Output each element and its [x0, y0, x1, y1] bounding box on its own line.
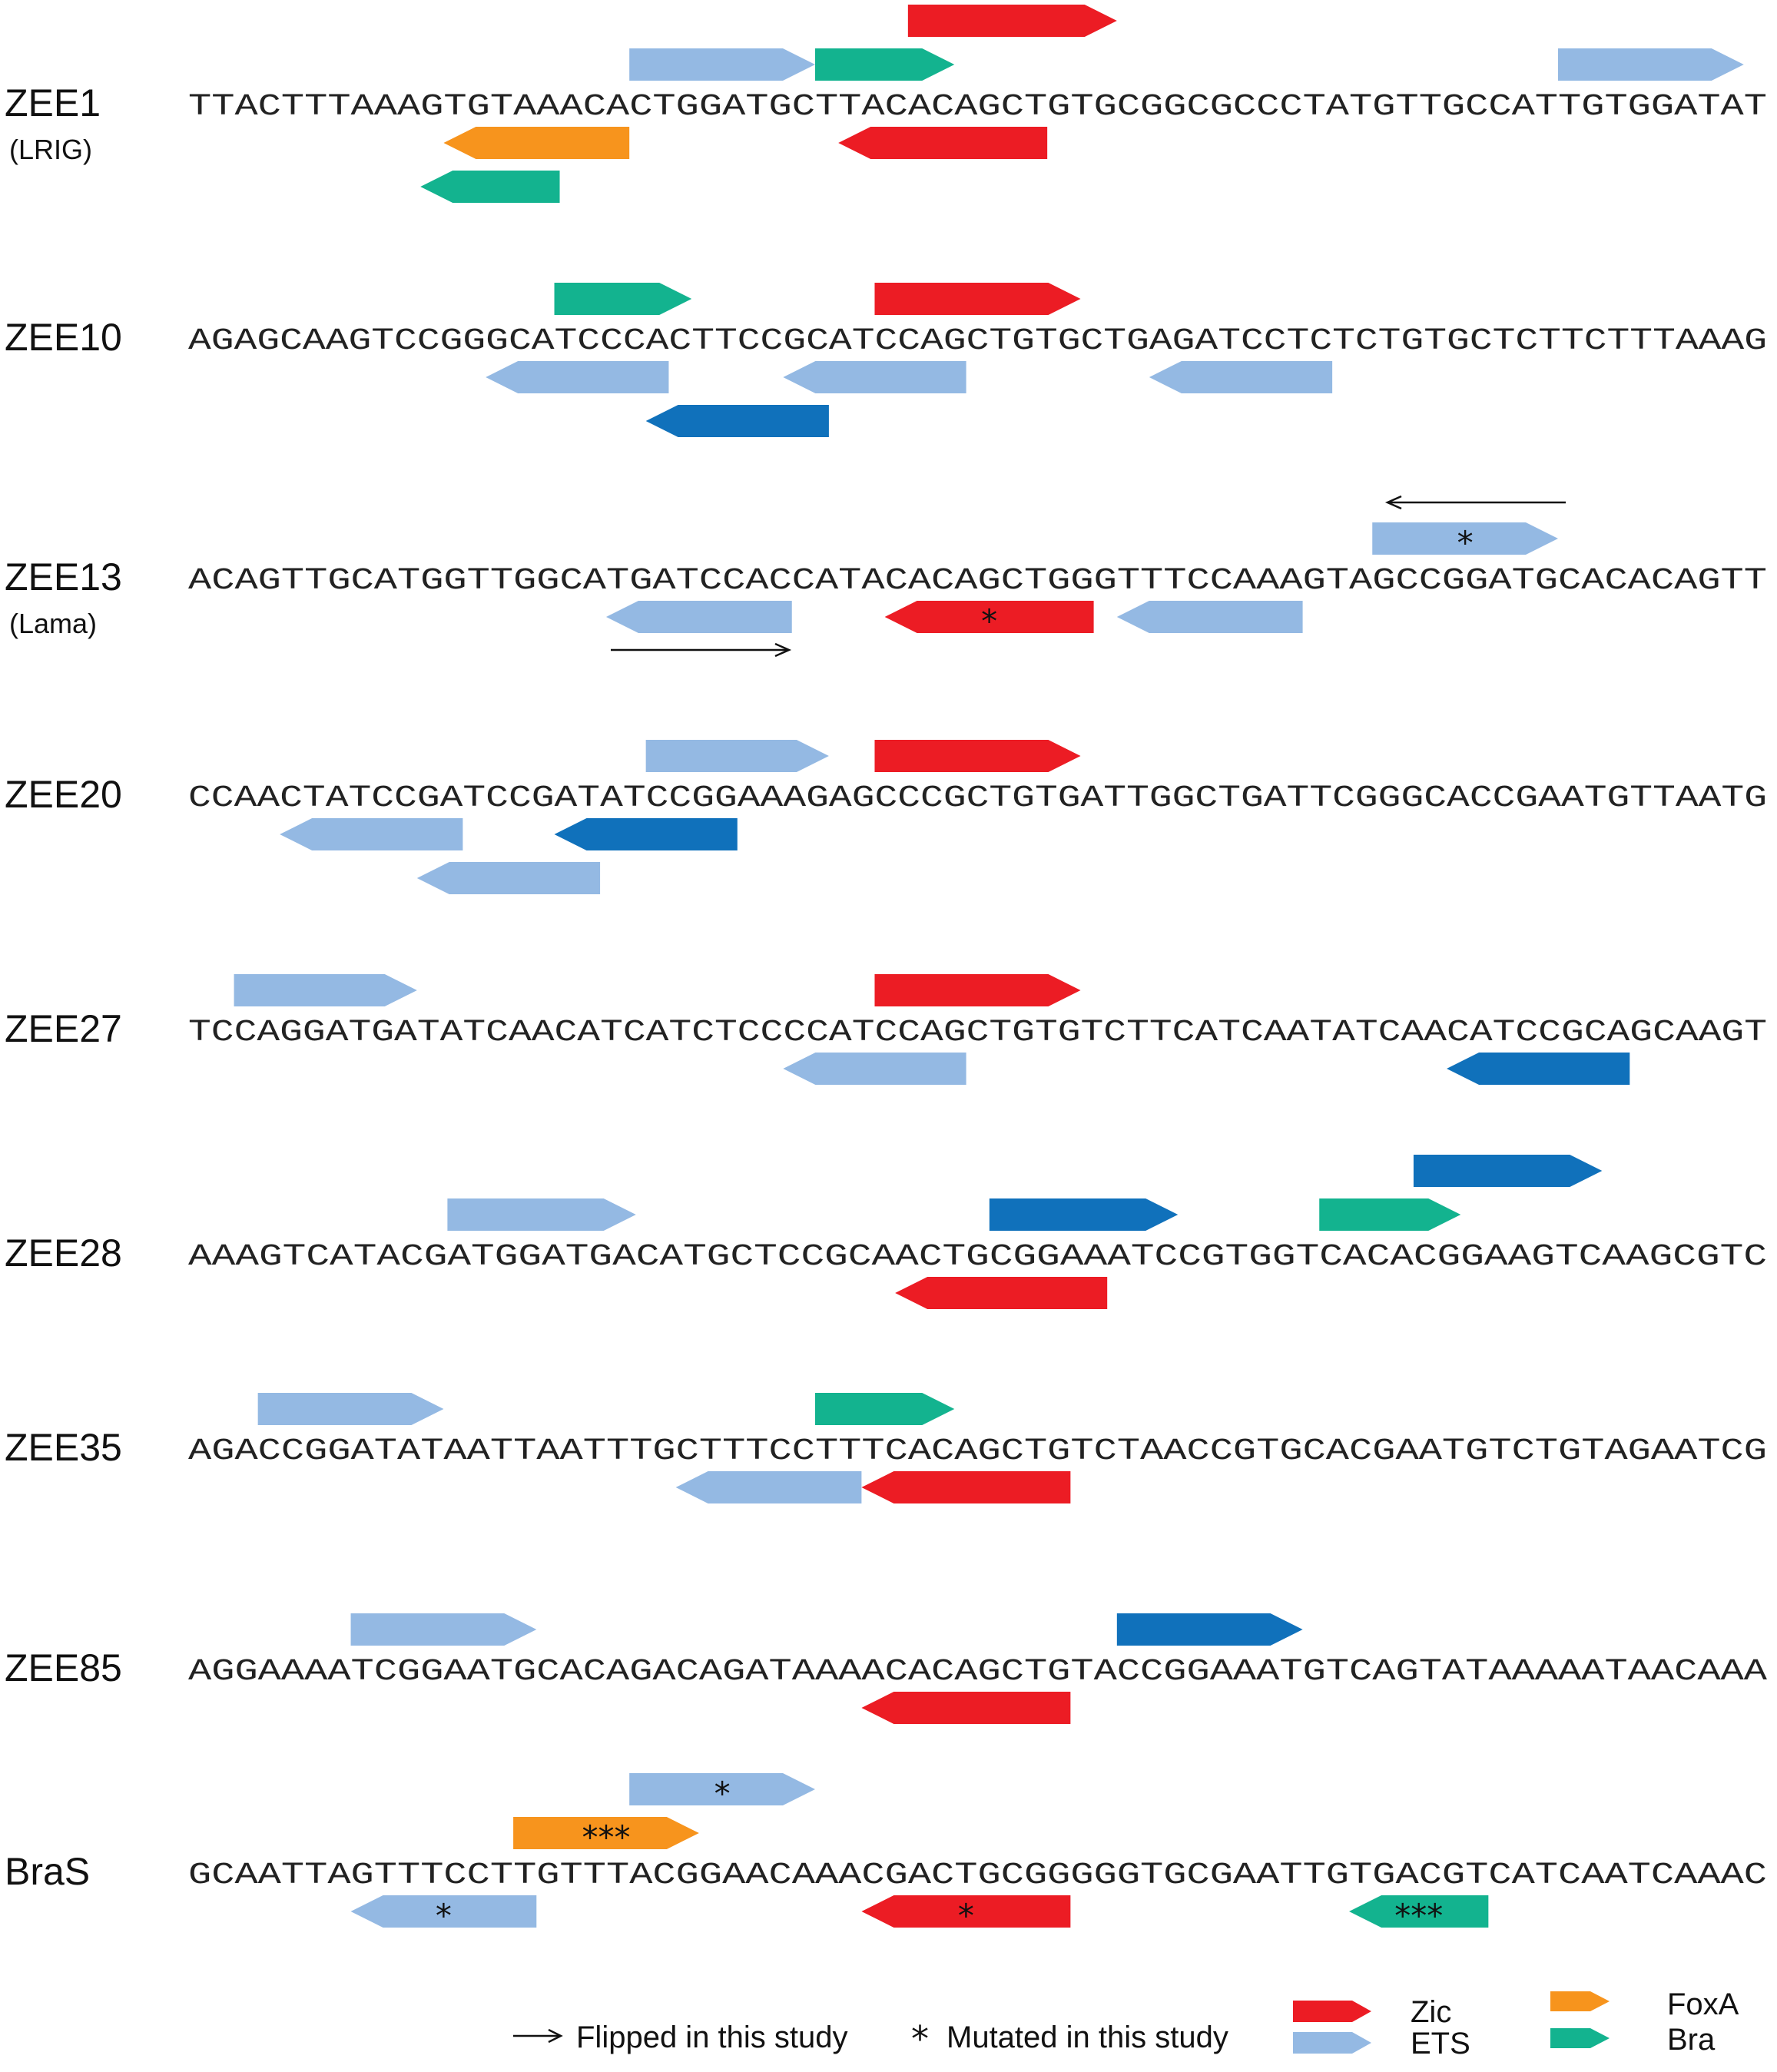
zic-site-arrow — [861, 1471, 1071, 1503]
row-label: BraS — [5, 1850, 90, 1893]
ets-site-arrow — [416, 862, 601, 894]
mutation-mark: *** — [1394, 1897, 1443, 1934]
row-label: ZEE1 — [5, 81, 101, 124]
dna-sequence: CCAACTATCCGATCCGATATCCGGAAAGAGCCCGCTGTGA… — [188, 781, 1767, 816]
bra-site-arrow — [814, 48, 955, 81]
legend: Flipped in this study * Mutated in this … — [513, 1987, 1739, 2060]
ets-site-arrow — [257, 1393, 444, 1425]
legend-bra-arrow — [1550, 2028, 1610, 2048]
mutation-mark: * — [958, 1897, 974, 1934]
legend-foxa-arrow — [1550, 1991, 1610, 2011]
ets-site-arrow — [234, 974, 417, 1006]
row-label: ZEE35 — [5, 1426, 122, 1469]
ets-site-arrow — [783, 361, 966, 393]
ets-dark-site-arrow — [1447, 1053, 1630, 1085]
mutation-mark: * — [1457, 524, 1474, 562]
ets-dark-site-arrow — [989, 1198, 1179, 1231]
bra-site-arrow — [554, 283, 692, 315]
enhancer-row-zee27: ZEE27 TCCAGGATGATATCAACATCATCTCCCCATCCAGC… — [5, 974, 1767, 1085]
ets-site-arrow — [675, 1471, 862, 1503]
mutation-mark: * — [981, 602, 997, 640]
ets-site-arrow — [645, 740, 829, 772]
ets-site-arrow — [1558, 48, 1744, 81]
dna-sequence: AGGAAAATCGGAATGCACAGACAGATAAAACACAGCTGTA… — [188, 1655, 1767, 1689]
zic-site-arrow — [884, 601, 1094, 633]
ets-dark-site-arrow — [1116, 1613, 1303, 1646]
enhancer-row-zee10: ZEE10 AGAGCAAGTCCGGGCATCCCACTTCCGCATCCAGC… — [5, 283, 1767, 437]
legend-zic-arrow — [1293, 2001, 1371, 2022]
zic-site-arrow — [874, 740, 1081, 772]
ets-site-arrow — [350, 1613, 537, 1646]
enhancer-row-zee20: ZEE20 CCAACTATCCGATCCGATATCCGGAAAGAGCCCGC… — [5, 740, 1767, 894]
ets-site-arrow — [486, 361, 669, 393]
dna-sequence: TTACTTTAAAGTGTAAACACTGGATGCTTACACAGCTGTG… — [188, 90, 1767, 124]
zic-site-arrow — [874, 283, 1081, 315]
ets-site-arrow — [1116, 601, 1303, 633]
ets-site-arrow — [1372, 522, 1559, 555]
ets-site-arrow — [1149, 361, 1333, 393]
row-label: ZEE85 — [5, 1646, 122, 1689]
legend-ets-label: ETS — [1411, 2027, 1470, 2060]
ets-site-arrow — [605, 601, 792, 633]
enhancer-row-zee13: ZEE13 (Lama) ACAGTTGCATGGTTGGCATGATCCACCAT… — [5, 522, 1767, 640]
ets-site-arrow — [280, 818, 463, 850]
legend-mutated-symbol: * — [911, 2018, 929, 2060]
dna-sequence: TCCAGGATGATATCAACATCATCTCCCCATCCAGCTGTGT… — [188, 1016, 1767, 1050]
ets-site-arrow — [783, 1053, 966, 1085]
zic-site-arrow — [861, 1895, 1071, 1928]
flip-arrows-zee13 — [611, 495, 1566, 658]
legend-flipped-label: Flipped in this study — [576, 2021, 848, 2054]
row-label: ZEE10 — [5, 316, 122, 359]
legend-mutated-label: Mutated in this study — [947, 2021, 1228, 2054]
row-label: ZEE27 — [5, 1007, 122, 1050]
ets-site-arrow — [629, 1773, 815, 1805]
legend-ets-arrow — [1293, 2032, 1371, 2054]
bra-site-arrow — [814, 1393, 955, 1425]
enhancer-row-zee35: ZEE35 AGACCGGATATAATTAATTTGCTTTCCTTTCACAG… — [5, 1393, 1767, 1503]
ets-site-arrow — [447, 1198, 636, 1231]
enhancer-row-bras: BraS GCAATTAGTTTCCTTGTTTACGGAACAAACGACTGC… — [5, 1773, 1767, 1934]
enhancer-row-zee85: ZEE85 AGGAAAATCGGAATGCACAGACAGATAAAACACAG… — [5, 1613, 1767, 1724]
row-label: ZEE28 — [5, 1232, 122, 1275]
legend-bra-label: Bra — [1667, 2023, 1716, 2057]
legend-zic-label: Zic — [1411, 1995, 1451, 2029]
row-sublabel: (LRIG) — [9, 134, 92, 165]
dna-sequence: ACAGTTGCATGGTTGGCATGATCCACCATACACAGCTGGG… — [188, 564, 1767, 598]
bra-site-arrow — [1319, 1198, 1461, 1231]
ets-site-arrow — [629, 48, 815, 81]
mutation-mark: *** — [582, 1818, 630, 1856]
mutation-mark: * — [714, 1775, 731, 1812]
zic-site-arrow — [895, 1277, 1108, 1309]
legend-foxa-label: FoxA — [1667, 1987, 1739, 2021]
enhancer-row-zee28: ZEE28 AAAGTCATACGATGGATGACATGCTCCGCAACTGC… — [5, 1155, 1767, 1309]
row-sublabel: (Lama) — [9, 608, 97, 639]
zic-site-arrow — [838, 127, 1048, 159]
foxa-site-arrow — [443, 127, 630, 159]
enhancer-row-zee1: ZEE1 (LRIG) TTACTTTAAAGTGTAAACACTGGATGCTTA… — [5, 5, 1767, 203]
ets-site-arrow — [350, 1895, 537, 1928]
dna-sequence: AGACCGGATATAATTAATTTGCTTTCCTTTCACAGCTGTC… — [188, 1434, 1767, 1469]
zic-site-arrow — [907, 5, 1117, 37]
ets-dark-site-arrow — [1413, 1155, 1603, 1187]
bra-site-arrow — [420, 171, 560, 203]
zic-site-arrow — [861, 1692, 1071, 1724]
foxa-site-arrow — [513, 1817, 699, 1849]
bra-site-arrow — [1349, 1895, 1489, 1928]
mutation-mark: * — [436, 1897, 452, 1934]
zic-site-arrow — [874, 974, 1081, 1006]
ets-dark-site-arrow — [645, 405, 829, 437]
dna-sequence: GCAATTAGTTTCCTTGTTTACGGAACAAACGACTGCGGGG… — [188, 1858, 1767, 1893]
row-label: ZEE13 — [5, 555, 122, 598]
row-label: ZEE20 — [5, 773, 122, 816]
dna-sequence: AGAGCAAGTCCGGGCATCCCACTTCCGCATCCAGCTGTGC… — [188, 324, 1767, 359]
ets-dark-site-arrow — [554, 818, 738, 850]
dna-sequence: AAAGTCATACGATGGATGACATGCTCCGCAACTGCGGAAA… — [188, 1240, 1767, 1275]
enhancer-rows: ZEE1 (LRIG) TTACTTTAAAGTGTAAACACTGGATGCTTA… — [5, 5, 1767, 1934]
